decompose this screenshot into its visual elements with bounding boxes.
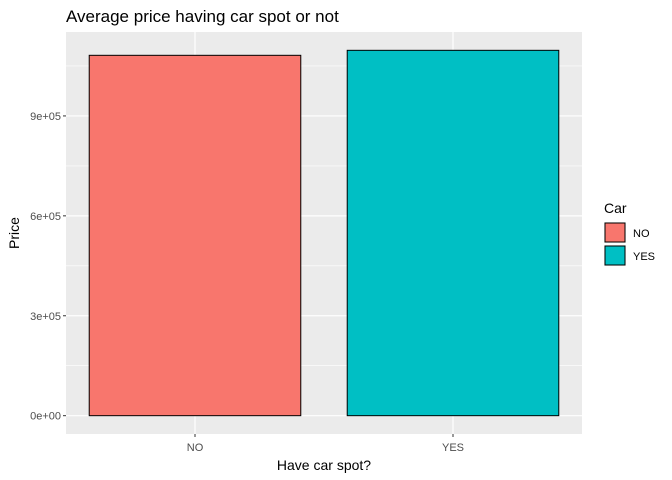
legend-swatch-yes <box>604 245 626 266</box>
x-axis: NO YES <box>187 434 464 454</box>
y-tick-label: 3e+05 <box>30 311 61 323</box>
chart-title: Average price having car spot or not <box>66 7 339 26</box>
y-axis: 0e+00 3e+05 6e+05 9e+05 <box>30 111 66 423</box>
x-tick-label: YES <box>442 442 464 454</box>
x-tick-label: NO <box>187 442 204 454</box>
legend-label-no: NO <box>633 228 650 240</box>
bars <box>88 49 560 417</box>
y-tick-label: 9e+05 <box>30 111 61 123</box>
x-axis-title: Have car spot? <box>277 457 371 473</box>
legend-title: Car <box>604 200 627 216</box>
legend: Car NO YES <box>604 200 655 266</box>
bar-yes <box>346 49 560 417</box>
legend-label-yes: YES <box>633 251 655 263</box>
y-tick-label: 6e+05 <box>30 211 61 223</box>
legend-swatch-no <box>604 222 626 243</box>
y-axis-title: Price <box>6 217 22 249</box>
bar-no <box>88 54 302 417</box>
y-tick-label: 0e+00 <box>30 411 61 423</box>
